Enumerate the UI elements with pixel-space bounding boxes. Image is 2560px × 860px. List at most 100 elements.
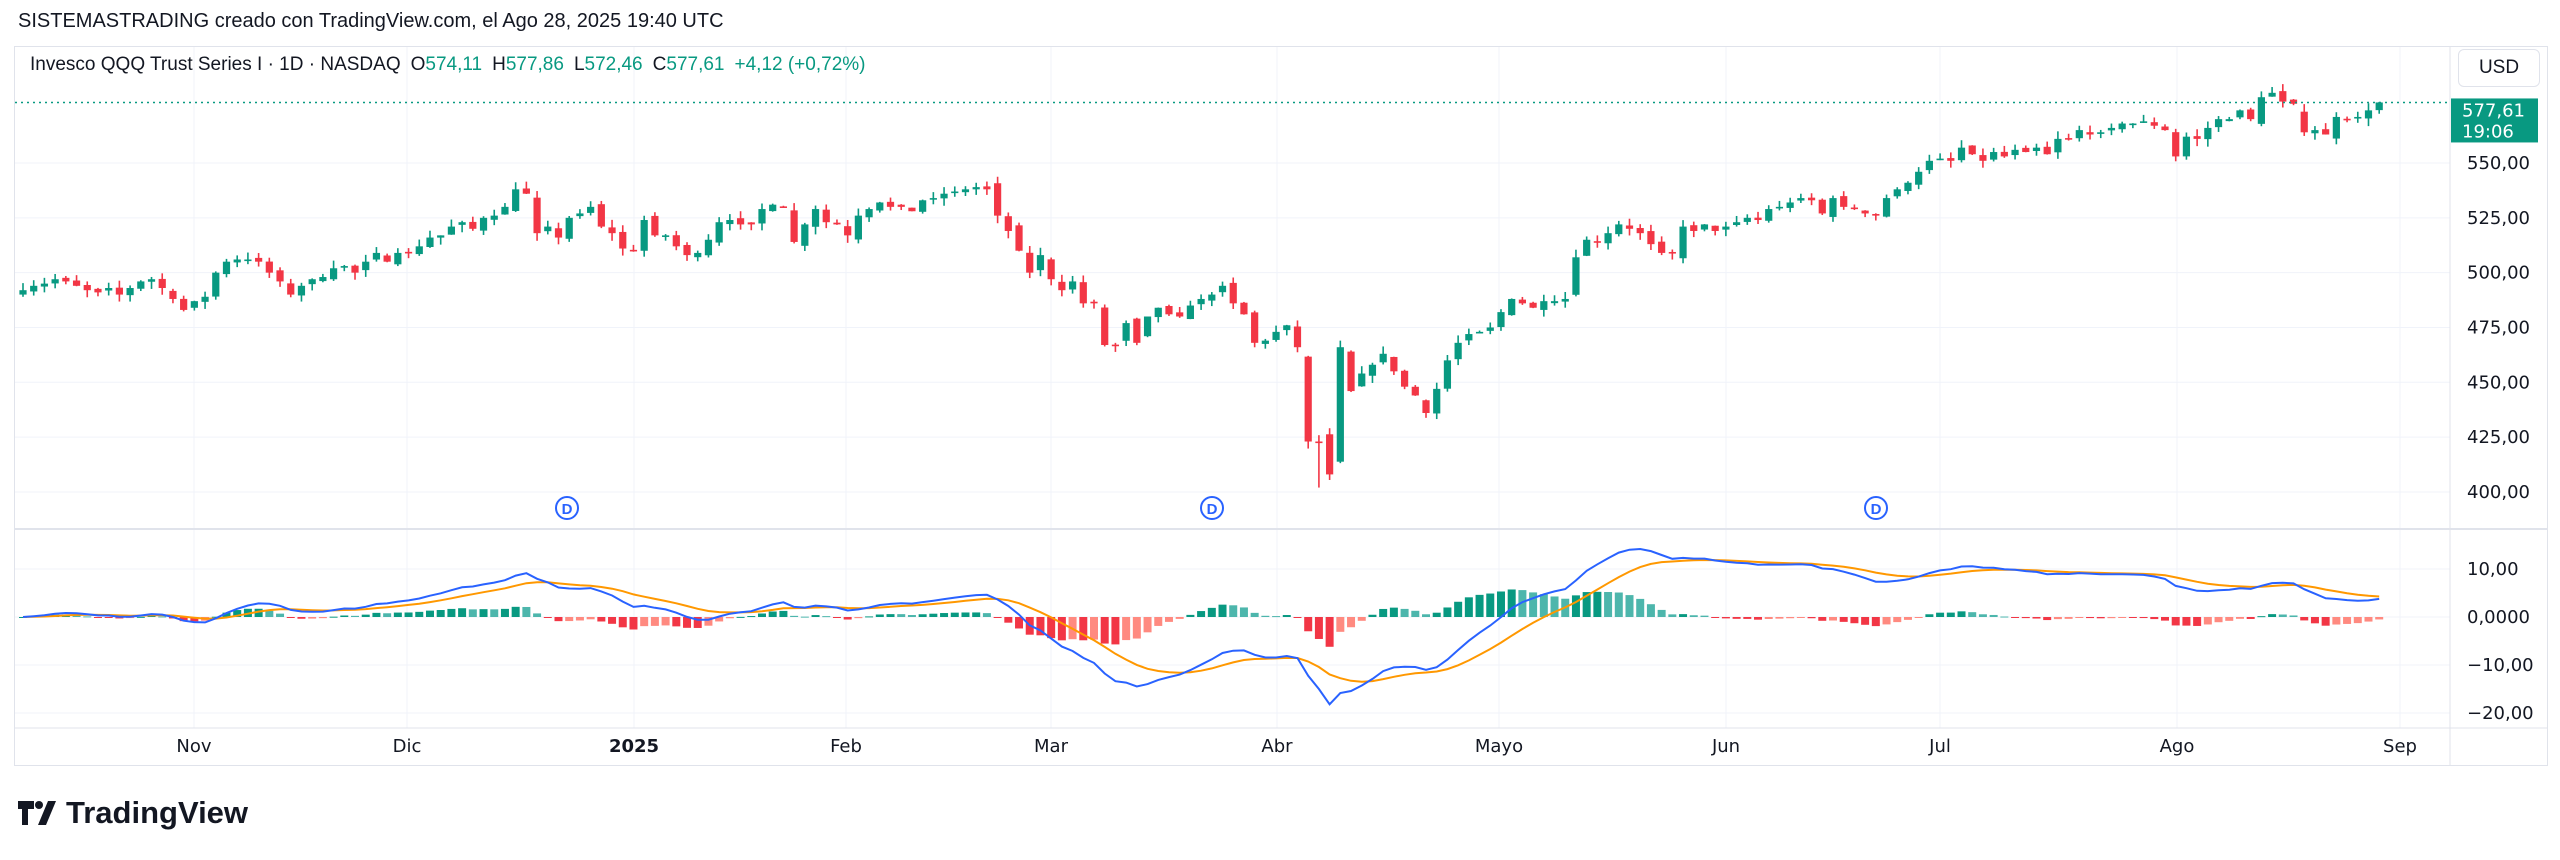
candle[interactable] — [180, 295, 188, 312]
candle[interactable] — [1208, 292, 1216, 307]
candle[interactable] — [951, 186, 959, 197]
candle[interactable] — [201, 291, 209, 309]
candle[interactable] — [1861, 210, 1869, 218]
candle[interactable] — [1443, 354, 1452, 392]
candle[interactable] — [544, 220, 552, 235]
candle[interactable] — [1326, 428, 1334, 480]
candle[interactable] — [308, 278, 316, 291]
candle[interactable] — [169, 288, 177, 304]
candle[interactable] — [833, 219, 841, 225]
candle[interactable] — [447, 219, 455, 235]
candle[interactable] — [1561, 291, 1569, 308]
candle[interactable] — [1015, 222, 1023, 252]
candle[interactable] — [2268, 87, 2276, 97]
candle[interactable] — [1518, 296, 1526, 305]
candle[interactable] — [726, 214, 734, 231]
candle[interactable] — [1850, 204, 1859, 211]
candle[interactable] — [2054, 131, 2062, 159]
candle[interactable] — [479, 216, 488, 235]
candle[interactable] — [1947, 152, 1955, 168]
candle[interactable] — [2139, 114, 2148, 123]
candle[interactable] — [1186, 300, 1194, 320]
candle[interactable] — [1583, 236, 1591, 257]
candle[interactable] — [1336, 340, 1344, 464]
candle[interactable] — [1936, 153, 1944, 161]
candle[interactable] — [2204, 121, 2212, 147]
candle[interactable] — [458, 220, 466, 233]
candle[interactable] — [1615, 220, 1623, 237]
candle[interactable] — [340, 264, 348, 272]
candle[interactable] — [2097, 129, 2105, 139]
candle[interactable] — [1465, 328, 1473, 346]
candle[interactable] — [2032, 143, 2041, 156]
candle[interactable] — [1990, 147, 1998, 162]
candle[interactable] — [704, 234, 713, 258]
candle[interactable] — [1818, 198, 1826, 216]
candle[interactable] — [972, 182, 980, 195]
candle[interactable] — [822, 204, 830, 229]
candle[interactable] — [212, 271, 220, 300]
candle[interactable] — [51, 273, 59, 289]
candle[interactable] — [758, 203, 766, 231]
candle[interactable] — [1047, 257, 1055, 286]
candle[interactable] — [619, 225, 627, 256]
candle[interactable] — [2065, 133, 2073, 141]
candle[interactable] — [512, 182, 520, 212]
candle[interactable] — [522, 181, 530, 194]
candle[interactable] — [62, 275, 70, 285]
candle[interactable] — [2225, 116, 2233, 122]
candle[interactable] — [329, 260, 338, 281]
candle[interactable] — [1636, 224, 1644, 240]
candle[interactable] — [1143, 316, 1152, 338]
tradingview-logo[interactable]: TradingView — [18, 795, 248, 831]
candle[interactable] — [683, 242, 691, 261]
candle[interactable] — [1058, 274, 1066, 297]
candle[interactable] — [40, 277, 49, 293]
candle[interactable] — [1925, 154, 1933, 174]
candle[interactable] — [362, 254, 370, 277]
candle[interactable] — [2161, 124, 2169, 131]
candle[interactable] — [736, 211, 745, 230]
candle[interactable] — [137, 280, 145, 292]
candle[interactable] — [811, 205, 820, 235]
candle[interactable] — [255, 253, 263, 267]
candle[interactable] — [629, 244, 638, 252]
candle[interactable] — [1154, 307, 1162, 323]
dividend-marker-icon[interactable]: D — [1200, 496, 1224, 520]
candle[interactable] — [1904, 181, 1912, 195]
candle[interactable] — [2172, 128, 2180, 162]
candle[interactable] — [1807, 193, 1816, 206]
candle[interactable] — [2043, 141, 2051, 155]
candle[interactable] — [1165, 304, 1173, 316]
candle[interactable] — [1379, 346, 1387, 365]
candle[interactable] — [2011, 144, 2019, 160]
candle[interactable] — [1358, 366, 1366, 387]
candle[interactable] — [1218, 281, 1227, 297]
candle[interactable] — [469, 216, 477, 231]
candle[interactable] — [297, 282, 306, 302]
candle[interactable] — [1315, 435, 1323, 488]
candle[interactable] — [1679, 220, 1687, 264]
candle[interactable] — [779, 205, 788, 208]
candle[interactable] — [747, 222, 755, 231]
candle[interactable] — [565, 216, 573, 242]
candle[interactable] — [994, 176, 1002, 224]
candle[interactable] — [1882, 194, 1891, 218]
candle[interactable] — [865, 207, 873, 222]
candle[interactable] — [844, 219, 852, 243]
candle[interactable] — [1004, 212, 1012, 239]
candle[interactable] — [319, 273, 327, 283]
candle[interactable] — [501, 203, 509, 215]
candle[interactable] — [1711, 225, 1719, 236]
candle[interactable] — [2247, 107, 2255, 122]
candle[interactable] — [576, 209, 584, 219]
candle[interactable] — [2364, 103, 2373, 127]
candle[interactable] — [1915, 167, 1923, 190]
candle[interactable] — [1122, 320, 1130, 347]
candle[interactable] — [1304, 355, 1312, 449]
candle[interactable] — [1433, 382, 1441, 420]
candle[interactable] — [383, 253, 391, 263]
candle[interactable] — [2257, 91, 2265, 127]
candle[interactable] — [1090, 299, 1098, 309]
candle[interactable] — [2343, 116, 2351, 123]
